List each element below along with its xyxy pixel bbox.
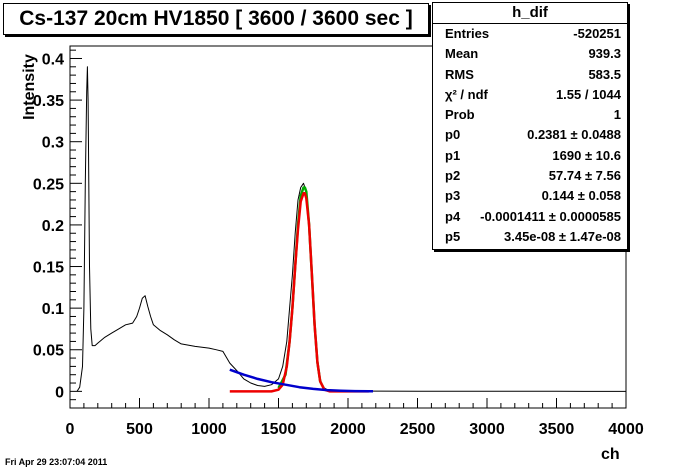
- stats-value: 939.3: [588, 46, 621, 62]
- stats-row: p2 57.74 ± 7.56: [433, 166, 627, 186]
- stats-value: 1: [613, 107, 621, 123]
- stats-label: p3: [445, 188, 461, 204]
- y-tick-label: 0.2: [42, 218, 64, 235]
- y-tick-label: 0: [55, 384, 64, 401]
- series-line-3: [229, 368, 373, 393]
- stats-value: -0.0001411 ± 0.0000585: [480, 208, 621, 224]
- stats-title: h_dif: [433, 3, 627, 24]
- stats-label: p4: [445, 208, 461, 224]
- stats-row: p0 0.2381 ± 0.0488: [433, 125, 627, 145]
- y-tick-label: 0.05: [33, 343, 64, 360]
- chart-title: Cs-137 20cm HV1850 [ 3600 / 3600 sec ]: [3, 3, 429, 35]
- stats-row: χ² / ndf 1.55 / 1044: [433, 85, 627, 105]
- stats-label: p0: [445, 127, 461, 143]
- stats-row: p3 0.144 ± 0.058: [433, 186, 627, 206]
- x-tick-label: 2500: [400, 421, 436, 438]
- stats-row: Mean 939.3: [433, 44, 627, 64]
- stats-label: p2: [445, 168, 461, 184]
- y-axis: 0 0.05 0.1 0.15 0.2 0.25 0.3 0.35 0.4: [33, 49, 82, 409]
- y-tick-label: 0.1: [42, 301, 64, 318]
- timestamp: Fri Apr 29 23:07:04 2011: [5, 457, 108, 467]
- x-tick-label: 4000: [608, 421, 644, 438]
- y-tick-label: 0.25: [33, 176, 64, 193]
- stats-label: p1: [445, 147, 461, 163]
- stats-label: RMS: [445, 66, 474, 82]
- stats-value: 583.5: [588, 66, 621, 82]
- stats-label: Entries: [445, 26, 490, 41]
- stats-label: Prob: [445, 107, 475, 123]
- stats-row: p1 1690 ± 10.6: [433, 146, 627, 166]
- x-tick-label: 3500: [539, 421, 575, 438]
- stats-label: p5: [445, 228, 461, 244]
- x-axis: 0 500 1000 1500 2000 2500 3000 3500 4000: [66, 398, 644, 438]
- y-axis-label: Intensity: [21, 54, 38, 120]
- stats-label: Mean: [445, 46, 479, 62]
- stats-value: 1.55 / 1044: [555, 86, 621, 102]
- stats-value: 0.144 ± 0.058: [541, 188, 621, 204]
- stats-value: 0.2381 ± 0.0488: [527, 127, 621, 143]
- stats-box: h_dif Entries -520251 Mean 939.3 RMS 583.5 χ² …: [432, 2, 628, 250]
- stats-label: χ² / ndf: [445, 86, 488, 102]
- stats-row: Entries -520251: [433, 24, 627, 44]
- stats-value: 57.74 ± 7.56: [548, 168, 621, 184]
- y-tick-label: 0.4: [42, 51, 64, 68]
- x-axis-label: ch: [601, 446, 620, 463]
- x-tick-label: 3000: [469, 421, 505, 438]
- stats-rows: Entries -520251 Mean 939.3 RMS 583.5 χ² / ndf 1…: [433, 24, 627, 247]
- y-tick-label: 0.3: [42, 135, 64, 152]
- stats-row: Prob 1: [433, 105, 627, 125]
- y-tick-label: 0.35: [33, 93, 64, 110]
- x-tick-label: 1500: [261, 421, 297, 438]
- x-tick-label: 1000: [191, 421, 227, 438]
- x-tick-label: 0: [66, 421, 75, 438]
- stats-value: 1690 ± 10.6: [552, 147, 621, 163]
- x-tick-label: 2000: [330, 421, 366, 438]
- x-tick-label: 500: [126, 421, 153, 438]
- stats-value: -520251: [573, 26, 621, 41]
- stats-value: 3.45e-08 ± 1.47e-08: [504, 228, 621, 244]
- series-layer: [76, 66, 626, 393]
- stats-row: p5 3.45e-08 ± 1.47e-08: [433, 227, 627, 247]
- series-line-2: [229, 192, 369, 393]
- y-tick-label: 0.15: [33, 260, 64, 277]
- stats-row: RMS 583.5: [433, 65, 627, 85]
- stats-row: p4 -0.0001411 ± 0.0000585: [433, 207, 627, 227]
